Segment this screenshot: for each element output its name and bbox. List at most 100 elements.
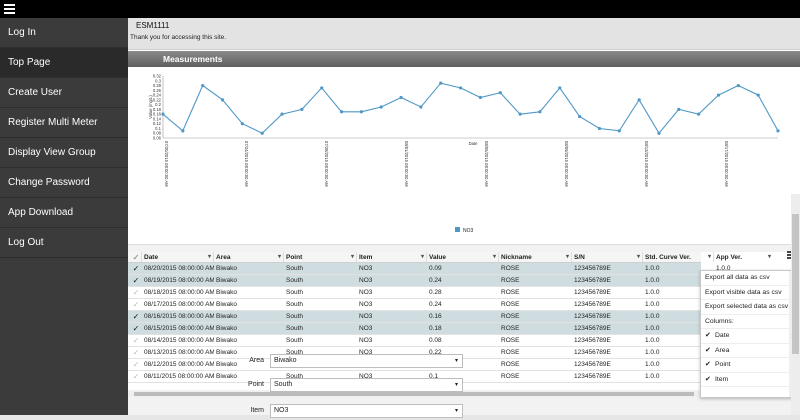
row-checkbox[interactable]: ✓: [132, 360, 140, 369]
table-row[interactable]: ✓ 08/19/2015 08:00:00 AM Biwako South NO3 0.2…: [128, 275, 730, 287]
area-select[interactable]: Biwako ▾: [270, 354, 463, 368]
column-toggle-item[interactable]: ✔ Item: [701, 373, 798, 387]
chevron-down-icon[interactable]: ▾: [420, 254, 424, 260]
chevron-down-icon[interactable]: ▾: [492, 254, 496, 260]
column-divider[interactable]: [713, 252, 714, 262]
filter-area-row: Area Biwako ▾: [128, 354, 800, 370]
table-cell: 1.0.0: [716, 265, 731, 272]
column-header-app-ver[interactable]: App Ver. ▾: [716, 254, 771, 261]
table-cell: Biwako: [216, 265, 237, 272]
row-checkbox[interactable]: ✓: [132, 312, 140, 321]
sidebar-item-create-user[interactable]: Create User: [0, 78, 128, 108]
table-cell: 1.0.0: [645, 289, 660, 296]
data-point: [458, 86, 463, 90]
export-selected-csv[interactable]: Export selected data as csv: [701, 300, 798, 315]
table-cell: 1.0.0: [645, 349, 660, 356]
export-all-csv[interactable]: Export all data as csv: [701, 271, 798, 286]
table-cell: Biwako: [216, 349, 237, 356]
sidebar-item-log-in[interactable]: Log In: [0, 18, 128, 48]
chevron-down-icon[interactable]: ▾: [207, 254, 211, 260]
select-all-checkbox[interactable]: ✓: [132, 253, 140, 262]
x-tick-label: 07/20/2015 08:00:00 AM: [164, 141, 169, 187]
area-select-value: Biwako: [274, 357, 297, 364]
table-cell: 1.0.0: [645, 265, 660, 272]
sidebar-item-top-page[interactable]: Top Page: [0, 48, 128, 78]
table-cell: NO3: [359, 301, 373, 308]
column-header-point[interactable]: Point ▾: [286, 254, 354, 261]
column-header-date[interactable]: Date ▾: [144, 254, 211, 261]
column-toggle-area[interactable]: ✔ Area: [701, 344, 798, 358]
table-row[interactable]: ✓ 08/15/2015 08:00:00 AM Biwako South NO3 0.1…: [128, 323, 730, 335]
export-visible-csv[interactable]: Export visible data as csv: [701, 286, 798, 300]
y-tick-label: 0.26: [153, 88, 162, 93]
table-cell: NO3: [359, 277, 373, 284]
table-cell: ROSE: [501, 277, 520, 284]
column-header-value[interactable]: Value ▾: [429, 254, 496, 261]
chevron-down-icon[interactable]: ▾: [277, 254, 281, 260]
table-cell: ROSE: [501, 289, 520, 296]
data-point: [657, 131, 661, 135]
column-divider[interactable]: [213, 252, 214, 262]
table-row[interactable]: ✓ 08/16/2015 08:00:00 AM Biwako South NO3 0.1…: [128, 311, 730, 323]
row-checkbox[interactable]: ✓: [132, 288, 140, 297]
sidebar-item-app-download[interactable]: App Download: [0, 198, 128, 228]
column-divider[interactable]: [283, 252, 284, 262]
column-toggle-date[interactable]: ✔ Date: [701, 329, 798, 344]
main-content: ESM1111 Thank you for accessing this sit…: [128, 18, 800, 418]
table-row[interactable]: ✓ 08/17/2015 08:00:00 AM Biwako South NO3 0.2…: [128, 299, 730, 311]
sidebar-item-display-view-group[interactable]: Display View Group: [0, 138, 128, 168]
column-divider[interactable]: [141, 252, 142, 262]
y-tick-label: 0.3: [155, 78, 161, 83]
row-checkbox[interactable]: ✓: [132, 372, 140, 381]
column-header-s-n[interactable]: S/N ▾: [574, 254, 640, 261]
data-point: [478, 95, 483, 100]
column-header-item[interactable]: Item ▾: [359, 254, 424, 261]
column-divider[interactable]: [498, 252, 499, 262]
chevron-down-icon: ▾: [454, 382, 458, 388]
column-toggle-label: Area: [715, 346, 730, 354]
column-toggle-point[interactable]: ✔ Point: [701, 358, 798, 373]
item-select[interactable]: NO3 ▾: [270, 404, 463, 418]
point-select[interactable]: South ▾: [270, 378, 463, 392]
chevron-down-icon[interactable]: ▾: [636, 254, 640, 260]
table-cell: 123456789E: [574, 277, 611, 284]
row-checkbox[interactable]: ✓: [132, 300, 140, 309]
column-header-nickname[interactable]: Nickname ▾: [501, 254, 569, 261]
chevron-down-icon[interactable]: ▾: [350, 254, 354, 260]
table-cell: Biwako: [216, 277, 237, 284]
x-tick-label: 08/05/2015 08:00:00 AM: [484, 141, 489, 187]
column-divider[interactable]: [356, 252, 357, 262]
column-divider[interactable]: [642, 252, 643, 262]
chevron-down-icon[interactable]: ▾: [767, 254, 771, 260]
column-header-std-curve-ver[interactable]: Std. Curve Ver. ▾: [645, 254, 711, 261]
data-point: [399, 95, 403, 100]
table-cell: NO3: [359, 289, 373, 296]
column-header-area[interactable]: Area ▾: [216, 254, 281, 261]
sidebar-item-change-password[interactable]: Change Password: [0, 168, 128, 198]
grid-scroll-thumb[interactable]: [134, 392, 694, 396]
table-row[interactable]: ✓ 08/14/2015 08:00:00 AM Biwako South NO3 0.0…: [128, 335, 730, 347]
row-checkbox[interactable]: ✓: [132, 348, 140, 357]
grid-horizontal-scrollbar[interactable]: [128, 391, 701, 397]
chevron-down-icon[interactable]: ▾: [565, 254, 569, 260]
column-divider[interactable]: [571, 252, 572, 262]
row-checkbox[interactable]: ✓: [132, 264, 140, 273]
page-scrollbar[interactable]: [791, 194, 800, 415]
page-scroll-thumb[interactable]: [792, 214, 799, 354]
chevron-down-icon[interactable]: ▾: [707, 254, 711, 260]
sidebar-item-log-out[interactable]: Log Out: [0, 228, 128, 258]
table-cell: 123456789E: [574, 361, 611, 368]
data-point: [201, 83, 205, 88]
column-divider[interactable]: [426, 252, 427, 262]
hamburger-menu-icon[interactable]: [4, 4, 15, 14]
x-tick-label: 07/28/2015 08:00:00 AM: [324, 141, 329, 187]
table-cell: ROSE: [501, 325, 520, 332]
row-checkbox[interactable]: ✓: [132, 324, 140, 333]
table-row[interactable]: ✓ 08/18/2015 08:00:00 AM Biwako South NO3 0.2…: [128, 287, 730, 299]
data-point: [439, 81, 443, 85]
sidebar-item-register-multi-meter[interactable]: Register Multi Meter: [0, 108, 128, 138]
row-checkbox[interactable]: ✓: [132, 276, 140, 285]
table-row[interactable]: ✓ 08/20/2015 08:00:00 AM Biwako South NO3 0.0…: [128, 263, 730, 275]
row-checkbox[interactable]: ✓: [132, 336, 140, 345]
table-cell: NO3: [359, 337, 373, 344]
